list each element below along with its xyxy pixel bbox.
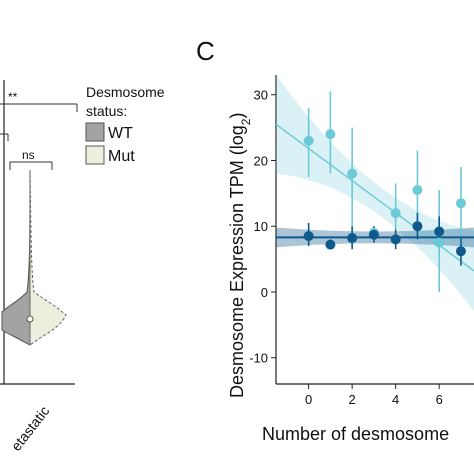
violin-wt — [1, 169, 31, 346]
x-tick-label: 0 — [305, 392, 312, 407]
x-tick-label: 6 — [436, 392, 443, 407]
significance-bracket-1: ** — [0, 90, 78, 112]
data-point — [390, 234, 401, 245]
data-point — [303, 135, 314, 146]
scatter-plot: -10 0 10 20 30 0 2 4 6 — [249, 74, 474, 407]
data-point — [347, 168, 358, 179]
data-point — [412, 221, 423, 232]
y-tick-label: 0 — [261, 285, 268, 300]
x-axis-title: Number of desmosome — [262, 424, 449, 444]
confidence-band — [276, 74, 474, 312]
x-tick-label: 4 — [392, 392, 399, 407]
significance-label-1: ** — [8, 90, 18, 104]
trend-line — [275, 123, 474, 272]
y-tick-label: -10 — [249, 351, 268, 366]
data-point — [347, 233, 358, 244]
significance-label-ns: ns — [22, 148, 35, 162]
significance-bracket-ns: ns — [9, 148, 53, 170]
data-point — [412, 185, 423, 196]
legend-title-line2: status: — [86, 103, 127, 119]
data-point — [434, 226, 445, 237]
legend-title-line1: Desmosome — [86, 84, 165, 100]
panel-label: C — [196, 36, 215, 66]
data-point — [303, 231, 314, 242]
y-tick-label: 20 — [254, 153, 268, 168]
data-point — [325, 129, 336, 140]
legend-swatch-mut — [85, 145, 105, 165]
x-tick-label: 2 — [349, 392, 356, 407]
y-axis-title: Desmosome Expression TPM (log2) — [227, 113, 253, 398]
violin-median-marker — [26, 315, 34, 323]
data-point — [368, 229, 379, 240]
data-point — [455, 198, 466, 209]
legend: Desmosome status: WT Mut — [85, 84, 165, 165]
violin-x-tick-label: etastatic — [8, 403, 53, 454]
legend-label-mut: Mut — [108, 148, 135, 165]
legend-swatch-wt — [85, 122, 105, 142]
data-point — [434, 237, 445, 248]
y-tick-label: 10 — [254, 219, 268, 234]
violin-panel: ** ns etastatic — [0, 80, 78, 454]
y-tick-label: 30 — [254, 88, 268, 103]
data-point — [455, 246, 466, 257]
data-point — [390, 208, 401, 219]
violin-mut — [29, 169, 67, 346]
legend-label-wt: WT — [108, 125, 133, 142]
data-point — [325, 239, 336, 250]
